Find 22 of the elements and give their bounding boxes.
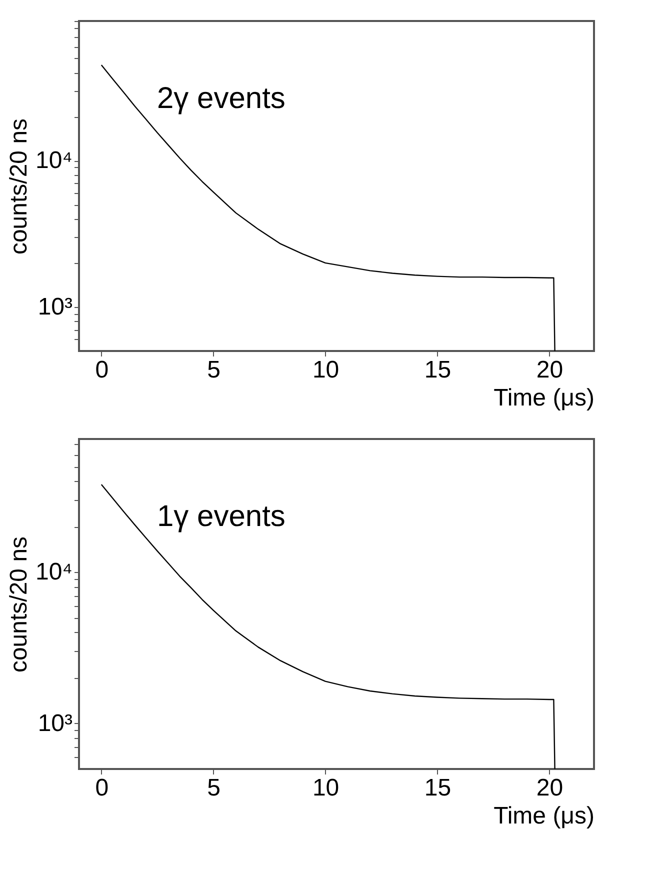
y-axis-title: counts/20 ns (5, 536, 32, 673)
x-axis-title: Time (μs) (494, 802, 594, 830)
y-tick-label: 10⁴ (35, 147, 72, 174)
x-tick-label: 15 (424, 356, 452, 384)
x-tick-label: 0 (95, 774, 109, 802)
x-tick-label: 5 (207, 356, 221, 384)
x-tick-label: 0 (95, 356, 109, 384)
annotation: 2γ events (157, 82, 286, 115)
line-series (100, 484, 556, 770)
x-tick-label: 20 (536, 774, 564, 802)
x-tick-label: 15 (424, 774, 452, 802)
x-tick-label: 10 (312, 774, 340, 802)
x-tick-label: 20 (536, 356, 564, 384)
y-tick-label: 10⁴ (35, 558, 72, 586)
annotation: 1γ events (157, 500, 286, 533)
x-axis-title: Time (μs) (494, 384, 594, 412)
y-axis-title: counts/20 ns (5, 118, 32, 255)
x-tick-label: 10 (312, 356, 340, 384)
y-tick-label: 10³ (38, 293, 73, 320)
y-tick-label: 10³ (38, 710, 73, 737)
line-series (100, 64, 556, 352)
x-tick-label: 5 (207, 774, 221, 802)
